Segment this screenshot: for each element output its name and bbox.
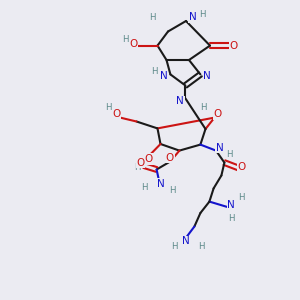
Text: H: H bbox=[105, 103, 112, 112]
Text: N: N bbox=[182, 236, 190, 247]
Text: N: N bbox=[203, 71, 211, 81]
Text: N: N bbox=[189, 12, 196, 22]
Text: O: O bbox=[136, 158, 145, 168]
Text: H: H bbox=[141, 183, 147, 192]
Text: O: O bbox=[112, 109, 120, 119]
Text: H: H bbox=[226, 150, 232, 159]
Text: O: O bbox=[213, 109, 222, 119]
Text: H: H bbox=[151, 68, 157, 76]
Text: H: H bbox=[169, 186, 176, 195]
Text: H: H bbox=[134, 163, 141, 172]
Text: N: N bbox=[227, 200, 235, 210]
Text: O: O bbox=[145, 154, 153, 164]
Text: N: N bbox=[157, 178, 164, 189]
Text: H: H bbox=[238, 194, 245, 202]
Text: H: H bbox=[228, 214, 235, 223]
Text: H: H bbox=[171, 242, 178, 251]
Text: H: H bbox=[122, 34, 129, 43]
Text: N: N bbox=[216, 142, 224, 153]
Text: H: H bbox=[199, 10, 206, 19]
Text: N: N bbox=[176, 96, 184, 106]
Text: H: H bbox=[200, 103, 206, 112]
Text: H: H bbox=[149, 14, 156, 22]
Text: O: O bbox=[166, 153, 174, 163]
Text: O: O bbox=[229, 40, 238, 51]
Text: N: N bbox=[160, 71, 168, 81]
Text: H: H bbox=[198, 242, 205, 251]
Text: O: O bbox=[237, 161, 246, 172]
Text: O: O bbox=[129, 39, 137, 49]
